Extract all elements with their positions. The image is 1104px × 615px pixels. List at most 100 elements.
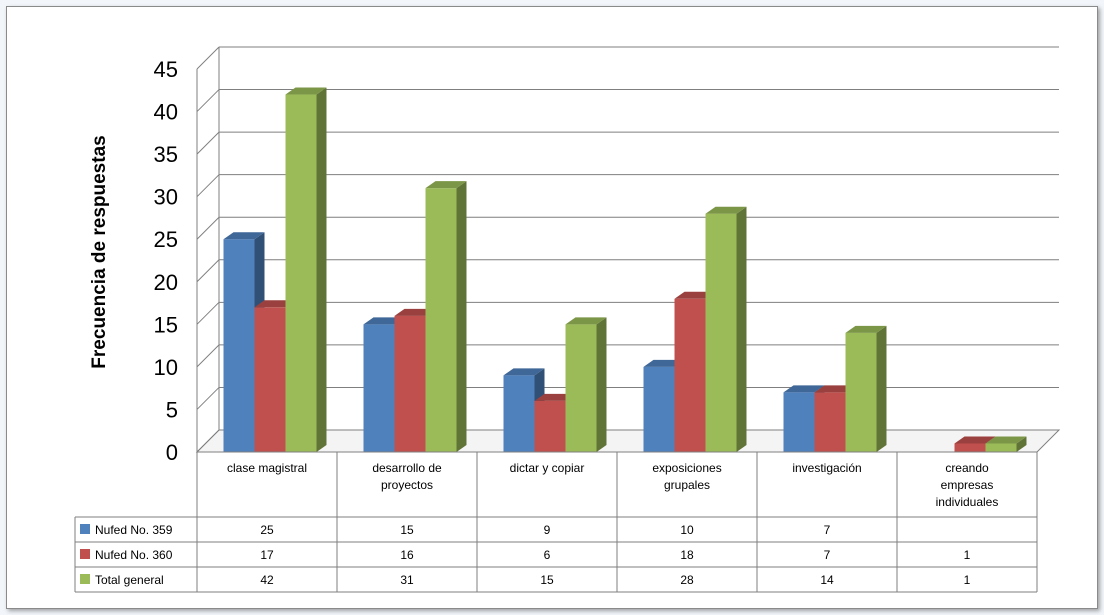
y-tick-label: 25 bbox=[154, 227, 178, 252]
x-tick-label: proyectos bbox=[381, 478, 433, 492]
bar bbox=[565, 317, 607, 452]
bar-side bbox=[596, 317, 607, 452]
table-cell: 6 bbox=[544, 548, 551, 562]
bar-front bbox=[985, 443, 1017, 452]
x-tick-label: clase magistral bbox=[227, 461, 307, 475]
gridline-side bbox=[196, 216, 220, 240]
legend-swatch bbox=[80, 524, 90, 534]
bar-top bbox=[363, 317, 405, 325]
bar-top bbox=[954, 436, 996, 444]
table-cell: 17 bbox=[260, 548, 274, 562]
table-cell: 7 bbox=[824, 523, 831, 537]
bar-front bbox=[363, 324, 395, 452]
gridline-side bbox=[196, 301, 220, 325]
bar-top bbox=[565, 317, 607, 325]
bar-top bbox=[425, 181, 467, 189]
bar-front bbox=[394, 315, 426, 452]
bar-front bbox=[783, 392, 815, 452]
y-tick-label: 40 bbox=[154, 100, 178, 125]
bar-top bbox=[985, 436, 1027, 444]
gridline-side bbox=[196, 259, 220, 283]
bar-front bbox=[425, 188, 457, 452]
bar-front bbox=[954, 443, 986, 452]
bar-front bbox=[503, 375, 535, 452]
bar-front bbox=[705, 213, 737, 452]
gridline-side bbox=[196, 174, 220, 198]
x-tick-label: exposiciones bbox=[652, 461, 721, 475]
bar-top bbox=[705, 206, 747, 214]
legend-label: Nufed No. 359 bbox=[95, 523, 173, 537]
y-tick-label: 45 bbox=[154, 57, 178, 82]
table-cell: 18 bbox=[680, 548, 694, 562]
x-tick-label: investigación bbox=[792, 461, 861, 475]
bar bbox=[285, 87, 327, 453]
bar-front bbox=[254, 307, 286, 452]
bar-front bbox=[565, 324, 597, 452]
y-tick-label: 35 bbox=[154, 142, 178, 167]
bar-side bbox=[736, 206, 747, 452]
bar-chart: 0 5 10 15 20 25 30 35 40 45 Frecuencia de respuest… bbox=[74, 46, 1061, 593]
gridline-side bbox=[196, 89, 220, 112]
table-cell: 1 bbox=[964, 548, 971, 562]
bar-side bbox=[876, 325, 887, 452]
bar-side bbox=[456, 181, 467, 452]
table-cell: 9 bbox=[544, 523, 551, 537]
bar-top bbox=[254, 300, 296, 308]
gridline-side bbox=[196, 387, 220, 410]
back-wall bbox=[219, 47, 1059, 430]
x-tick-label: desarrollo de bbox=[372, 461, 442, 475]
gridline-side bbox=[196, 46, 220, 70]
y-axis-label: Frecuencia de respuestas bbox=[89, 135, 110, 368]
chart-frame: 0 5 10 15 20 25 30 35 40 45 Frecuencia de respuest… bbox=[6, 6, 1098, 609]
legend-swatch bbox=[80, 549, 90, 559]
table-cell: 14 bbox=[820, 573, 834, 587]
bar-front bbox=[674, 298, 706, 452]
table-cell: 31 bbox=[400, 573, 414, 587]
table-cell: 15 bbox=[400, 523, 414, 537]
bar bbox=[705, 206, 747, 452]
x-tick-label: dictar y copiar bbox=[510, 461, 585, 475]
table-cell: 10 bbox=[680, 523, 694, 537]
x-tick-label: grupales bbox=[664, 478, 710, 492]
legend-swatch bbox=[80, 574, 90, 584]
table-cell: 28 bbox=[680, 573, 694, 587]
bar-top bbox=[223, 232, 265, 240]
bar-front bbox=[814, 392, 846, 452]
y-tick-label: 30 bbox=[154, 185, 178, 210]
y-tick-label: 5 bbox=[166, 397, 178, 422]
legend-label: Nufed No. 360 bbox=[95, 548, 173, 562]
bar-top bbox=[783, 385, 825, 393]
x-tick-label: individuales bbox=[936, 495, 999, 509]
table-cell: 16 bbox=[400, 548, 414, 562]
y-tick-label: 0 bbox=[166, 440, 178, 465]
bar bbox=[223, 232, 265, 452]
table-cell: 42 bbox=[260, 573, 274, 587]
gridline-side bbox=[196, 344, 220, 368]
y-tick-label: 10 bbox=[154, 355, 178, 380]
bar-front bbox=[223, 239, 255, 452]
bar bbox=[814, 385, 856, 452]
gridline-side bbox=[196, 429, 220, 453]
y-tick-label: 20 bbox=[154, 270, 178, 295]
table-cell: 1 bbox=[964, 573, 971, 587]
bar-top bbox=[534, 393, 576, 401]
bar-top bbox=[814, 385, 856, 393]
bar bbox=[425, 181, 467, 452]
bar-top bbox=[394, 308, 436, 316]
bar bbox=[845, 325, 887, 452]
y-tick-label: 15 bbox=[154, 312, 178, 337]
bar-top bbox=[674, 291, 716, 299]
bar-front bbox=[643, 366, 675, 452]
x-tick-label: creando bbox=[945, 461, 989, 475]
data-table: clase magistral desarrollo de proyectos dic… bbox=[74, 451, 1038, 593]
bar-side bbox=[316, 87, 327, 453]
bar-side bbox=[1016, 436, 1027, 452]
bar-top bbox=[285, 87, 327, 95]
table-cell: 15 bbox=[540, 573, 554, 587]
bar-top bbox=[845, 325, 887, 333]
x-tick-label: empresas bbox=[941, 478, 994, 492]
table-cell: 25 bbox=[260, 523, 274, 537]
bar bbox=[985, 436, 1027, 452]
bar-top bbox=[503, 368, 545, 376]
bar-front bbox=[285, 94, 317, 453]
